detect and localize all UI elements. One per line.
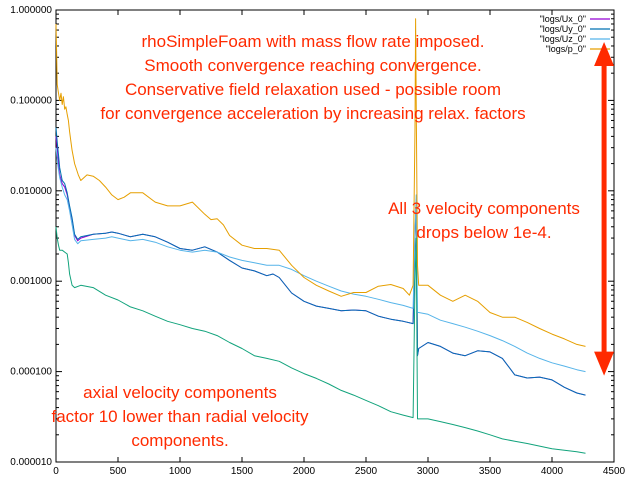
y-tick-label: 1.000000 bbox=[10, 5, 52, 16]
title-line-1: rhoSimpleFoam with mass flow rate impose… bbox=[142, 32, 485, 51]
x-tick-label: 2500 bbox=[355, 466, 378, 477]
legend-label: "logs/Uy_0" bbox=[540, 24, 586, 34]
axial-note-line-3: components. bbox=[131, 431, 228, 450]
title-line-4: for convergence acceleration by increasi… bbox=[100, 104, 525, 123]
x-tick-label: 500 bbox=[110, 466, 127, 477]
series-line-4 bbox=[55, 226, 586, 454]
legend-label: "logs/p_0" bbox=[546, 44, 586, 54]
legend: "logs/Ux_0""logs/Uy_0""logs/Uz_0""logs/p… bbox=[540, 14, 610, 54]
x-tick-label: 1000 bbox=[169, 466, 192, 477]
x-tick-label: 4000 bbox=[541, 466, 564, 477]
x-tick-label: 2000 bbox=[293, 466, 316, 477]
legend-label: "logs/Ux_0" bbox=[540, 14, 586, 24]
x-tick-label: 3500 bbox=[479, 466, 502, 477]
legend-label: "logs/Uz_0" bbox=[540, 34, 586, 44]
series-lines bbox=[55, 18, 586, 454]
y-tick-label: 0.010000 bbox=[10, 186, 52, 197]
arrow-head-top bbox=[594, 41, 615, 66]
y-tick-label: 0.100000 bbox=[10, 95, 52, 106]
velocity-note-line-2: drops below 1e-4. bbox=[416, 223, 551, 242]
y-axis: 1.000000 0.100000 0.010000 0.001000 0.000100… bbox=[10, 5, 614, 468]
x-tick-label: 0 bbox=[53, 466, 59, 477]
series-line-3 bbox=[55, 18, 586, 347]
x-axis: 0 500 1000 1500 2000 2500 3000 3500 4000 4500 bbox=[53, 10, 626, 477]
series-line-2 bbox=[55, 147, 586, 373]
axial-note-line-1: axial velocity components bbox=[83, 383, 277, 402]
red-double-arrow bbox=[594, 41, 615, 376]
x-tick-label: 1500 bbox=[231, 466, 254, 477]
title-line-2: Smooth convergence reaching convergence. bbox=[144, 56, 481, 75]
y-tick-label: 0.000100 bbox=[10, 367, 52, 378]
axial-note-line-2: factor 10 lower than radial velocity bbox=[51, 407, 309, 426]
plot-border bbox=[55, 9, 615, 463]
y-tick-label: 0.000010 bbox=[10, 457, 52, 468]
velocity-note-line-1: All 3 velocity components bbox=[388, 199, 580, 218]
series-line-1 bbox=[55, 127, 586, 396]
plot-frame bbox=[55, 9, 615, 463]
y-tick-label: 0.001000 bbox=[10, 276, 52, 287]
series-line-0 bbox=[55, 136, 586, 396]
x-tick-label: 3000 bbox=[417, 466, 440, 477]
arrow-head-bottom bbox=[594, 351, 615, 376]
title-line-3: Conservative field relaxation used - pos… bbox=[125, 80, 501, 99]
x-tick-label: 4500 bbox=[603, 466, 626, 477]
